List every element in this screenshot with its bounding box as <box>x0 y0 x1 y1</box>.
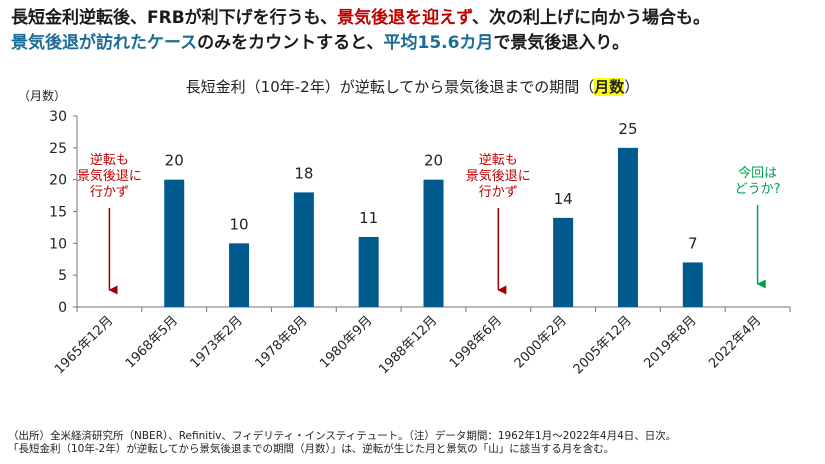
bar <box>293 192 314 307</box>
annotation-text: 逆転も <box>90 152 129 168</box>
x-tick-label: 1998年6月 <box>447 313 505 371</box>
x-tick-label: 1973年2月 <box>188 313 246 371</box>
x-tick-label: 1988年12月 <box>376 313 440 377</box>
headline-emphasis-red: 景気後退を迎えず <box>337 8 472 28</box>
bar-value-label: 7 <box>688 234 698 252</box>
annotation-text: 行かず <box>90 185 129 200</box>
y-tick-label: 0 <box>58 300 67 316</box>
bar-value-label: 20 <box>424 152 443 170</box>
annotation-text: 行かず <box>479 185 518 200</box>
x-tick-label: 1965年12月 <box>52 313 116 377</box>
x-tick-label: 2005年12月 <box>571 313 635 377</box>
bar <box>617 147 638 307</box>
bar <box>229 243 250 307</box>
headline-text: のみをカウントすると、 <box>197 33 384 53</box>
bar-value-label: 11 <box>359 209 378 227</box>
headline: 長短金利逆転後、FRBが利下げを行うも、景気後退を迎えず、次の利上げに向かう場合… <box>11 6 821 56</box>
bar-value-label: 14 <box>554 190 573 208</box>
bar <box>553 217 574 307</box>
x-tick-label: 1980年9月 <box>317 313 375 371</box>
chart-title-text: 長短金利（10年-2年）が逆転してから景気後退までの期間（ <box>185 78 595 96</box>
bar <box>358 236 379 307</box>
bar-value-label: 20 <box>165 152 184 170</box>
y-tick-label: 5 <box>58 268 67 284</box>
annotation-text: どうか? <box>735 182 781 197</box>
chart-title: 長短金利（10年-2年）が逆転してから景気後退までの期間（月数） <box>0 76 825 97</box>
headline-emphasis-teal: 平均15.6カ月 <box>383 33 494 53</box>
headline-line-2: 景気後退が訪れたケースのみをカウントすると、平均15.6カ月で景気後退入り。 <box>11 31 821 56</box>
annotation-text: 景気後退に <box>77 168 142 184</box>
headline-text: で景気後退入り。 <box>493 33 630 53</box>
chart-title-text: ） <box>624 78 640 96</box>
y-tick-label: 10 <box>49 236 67 252</box>
footnote-source: （出所）全米経済研究所（NBER）、Refinitiv、フィデリティ・インスティ… <box>8 430 677 442</box>
annotation-text: 今回は <box>738 165 777 181</box>
bar-value-label: 18 <box>294 164 313 182</box>
y-tick-label: 30 <box>49 109 67 125</box>
footnote-note: 「長短金利（10年-2年）が逆転してから景気後退までの期間（月数）」は、逆転が生… <box>8 443 615 455</box>
bar-value-label: 25 <box>618 120 637 138</box>
y-axis-label: （月数） <box>18 88 66 103</box>
x-tick-label: 1968年5月 <box>123 313 181 371</box>
headline-text: 長短金利逆転後、FRBが利下げを行うも、 <box>11 8 338 28</box>
bar <box>164 179 185 307</box>
x-tick-label: 1978年8月 <box>252 313 310 371</box>
footnote: （出所）全米経済研究所（NBER）、Refinitiv、フィデリティ・インスティ… <box>8 430 676 456</box>
headline-line-1: 長短金利逆転後、FRBが利下げを行うも、景気後退を迎えず、次の利上げに向かう場合… <box>11 6 821 31</box>
bar <box>682 262 703 307</box>
headline-text: 、次の利上げに向かう場合も。 <box>471 8 710 28</box>
x-tick-label: 2019年8月 <box>641 313 699 371</box>
x-tick-label: 2022年4月 <box>706 313 764 371</box>
x-tick-label: 2000年2月 <box>512 313 570 371</box>
bar-value-label: 10 <box>229 215 248 233</box>
y-tick-label: 25 <box>49 141 67 157</box>
y-tick-label: 15 <box>49 205 67 221</box>
y-tick-label: 20 <box>49 173 67 189</box>
annotation-text: 逆転も <box>479 152 518 168</box>
chart-title-highlight: 月数 <box>594 78 625 96</box>
annotation-text: 景気後退に <box>466 168 531 184</box>
headline-emphasis-teal: 景気後退が訪れたケース <box>11 33 198 53</box>
bar-chart: （月数） 0 5 10 15 20 25 30 1965年12月 20 1968年5月 10 1973… <box>18 88 791 377</box>
bar <box>423 179 444 307</box>
